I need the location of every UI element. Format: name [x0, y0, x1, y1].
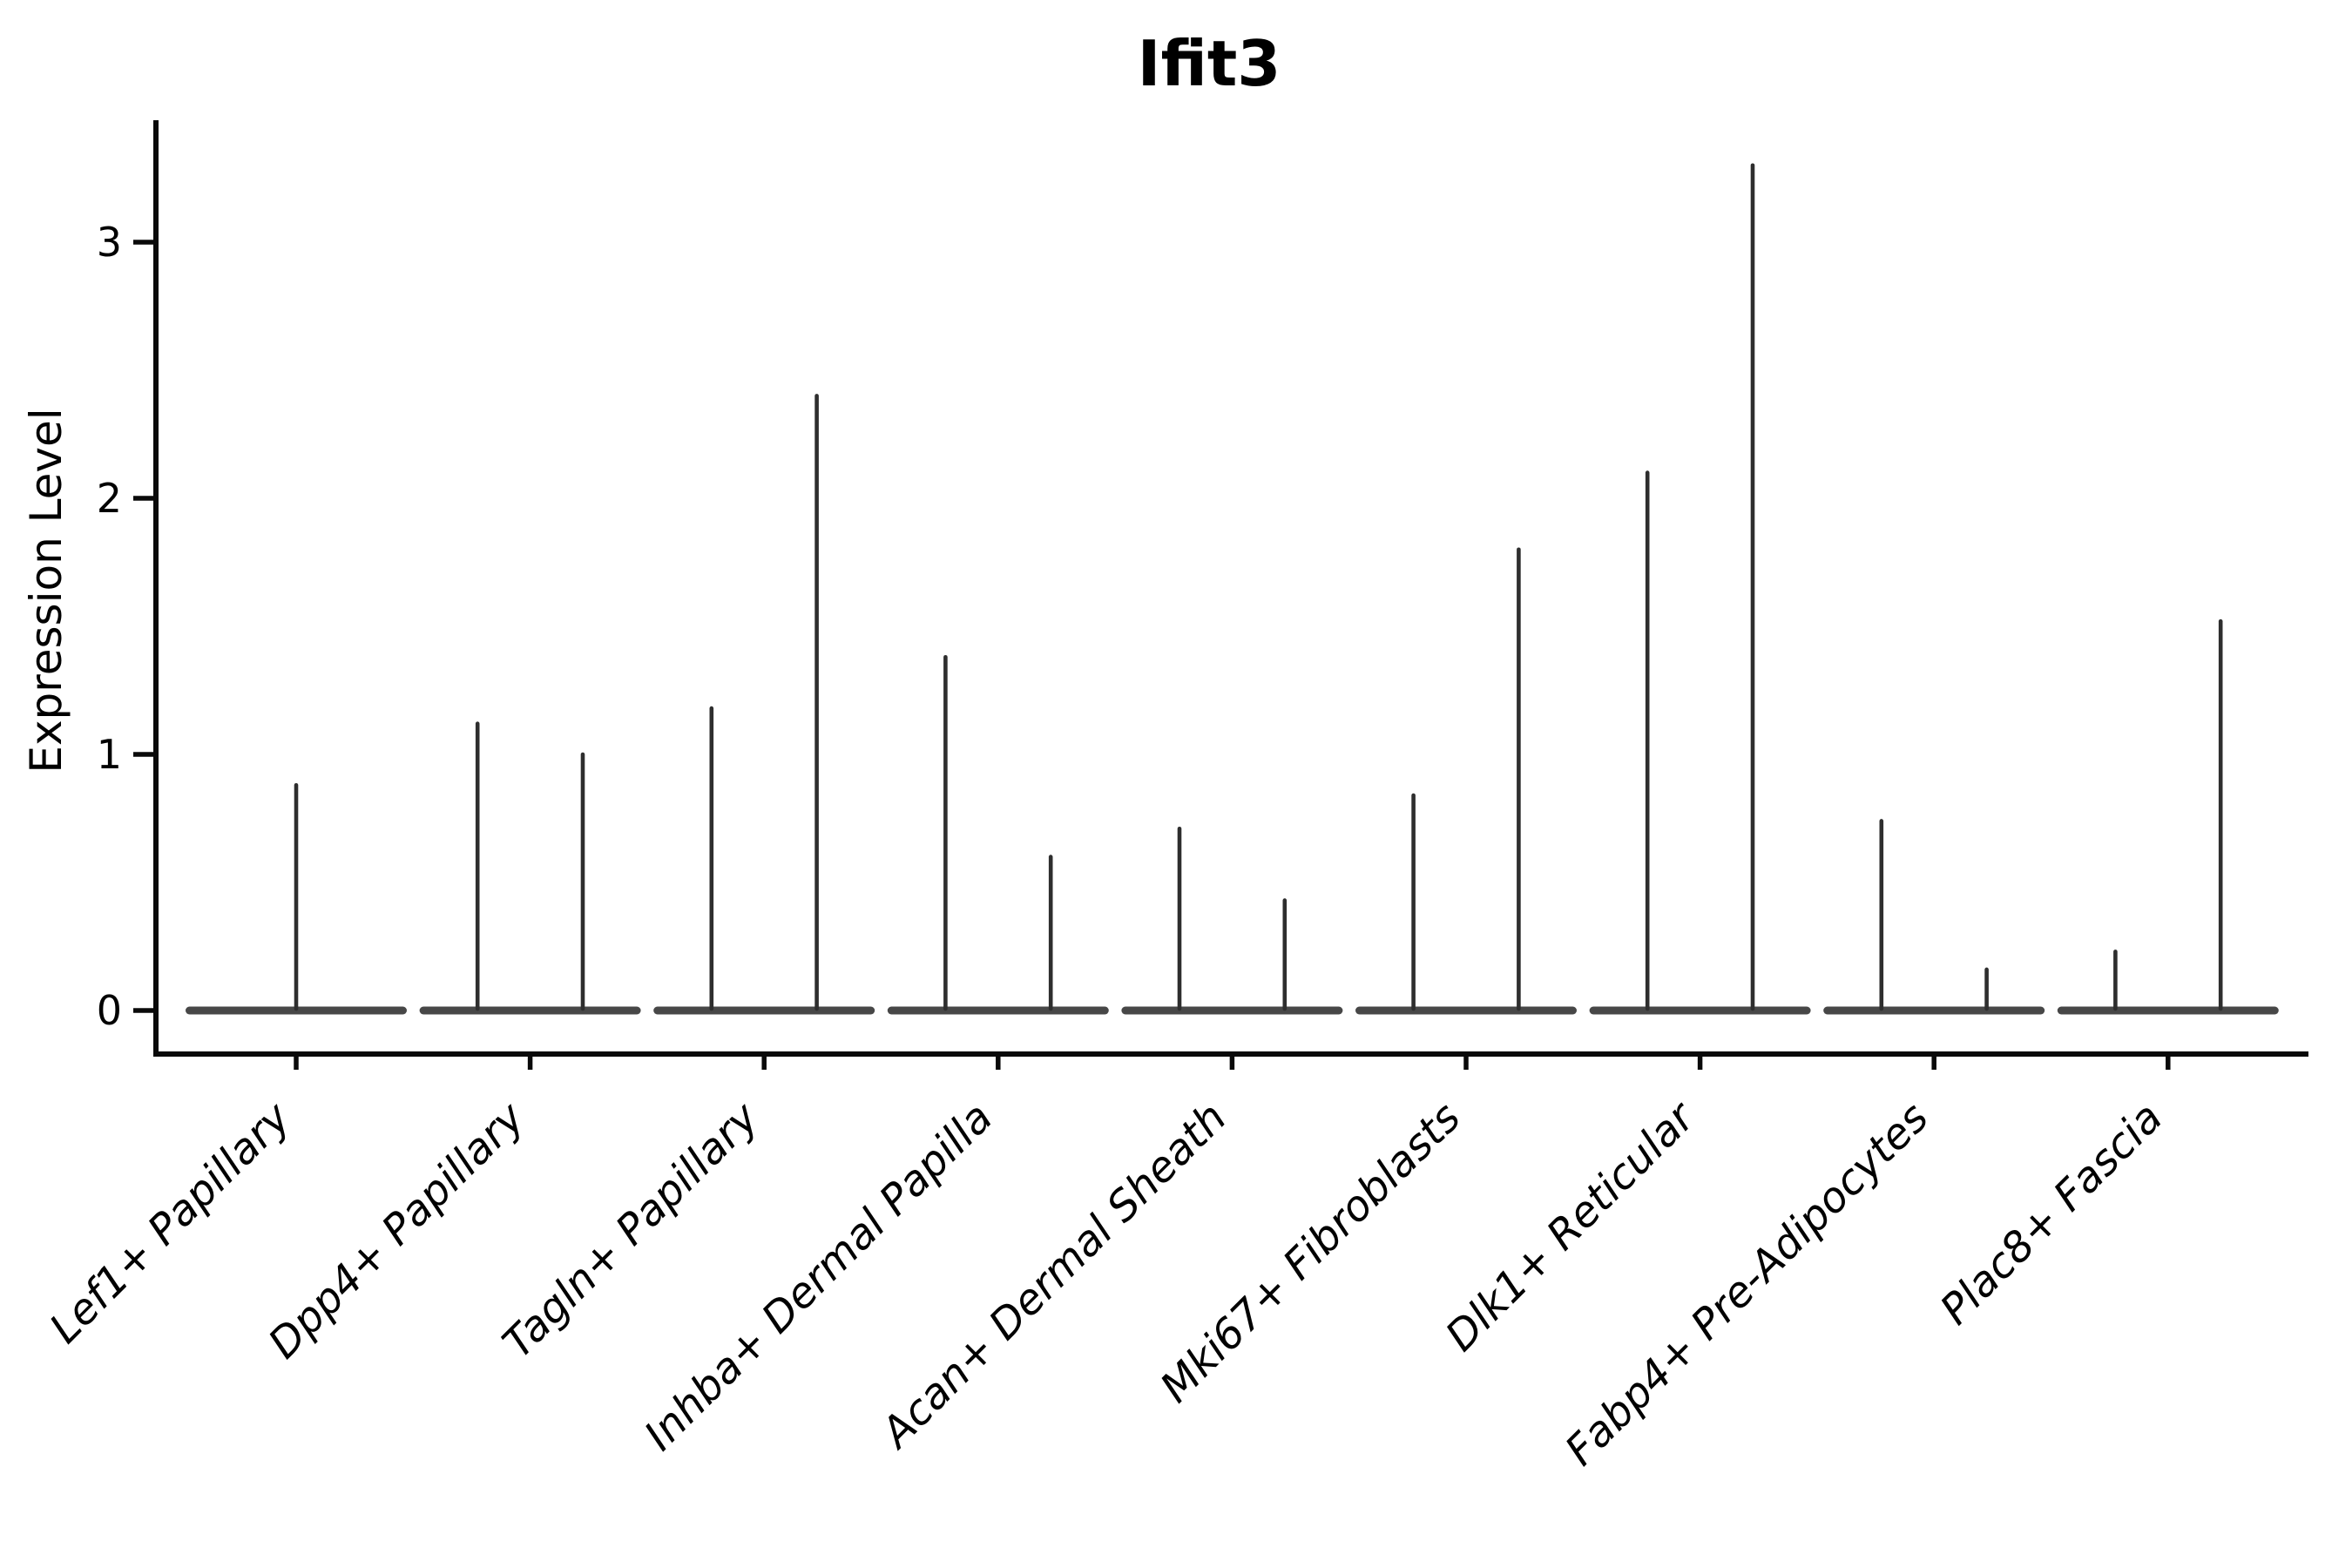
y-ticks-group: 0 1 2 3: [97, 219, 154, 1034]
x-tick-label: Plac8+ Fascia: [1931, 1093, 2173, 1335]
x-tick-label: Dlk1+ Reticular: [1436, 1092, 1707, 1362]
x-tick-label: Lef1+ Papillary: [40, 1092, 301, 1353]
y-tick-label: 3: [97, 219, 122, 266]
x-tick-label: Tagln+ Papillary: [493, 1092, 768, 1368]
violins-layer: [186, 163, 2279, 1015]
y-tick-label: 2: [97, 475, 122, 522]
x-tick-label: Dpp4+ Papillary: [259, 1092, 534, 1368]
chart-title: Ifit3: [1138, 27, 1281, 100]
y-tick-label: 1: [97, 731, 122, 778]
y-axis-label: Expression Level: [21, 408, 71, 773]
y-tick-label: 0: [97, 987, 122, 1034]
